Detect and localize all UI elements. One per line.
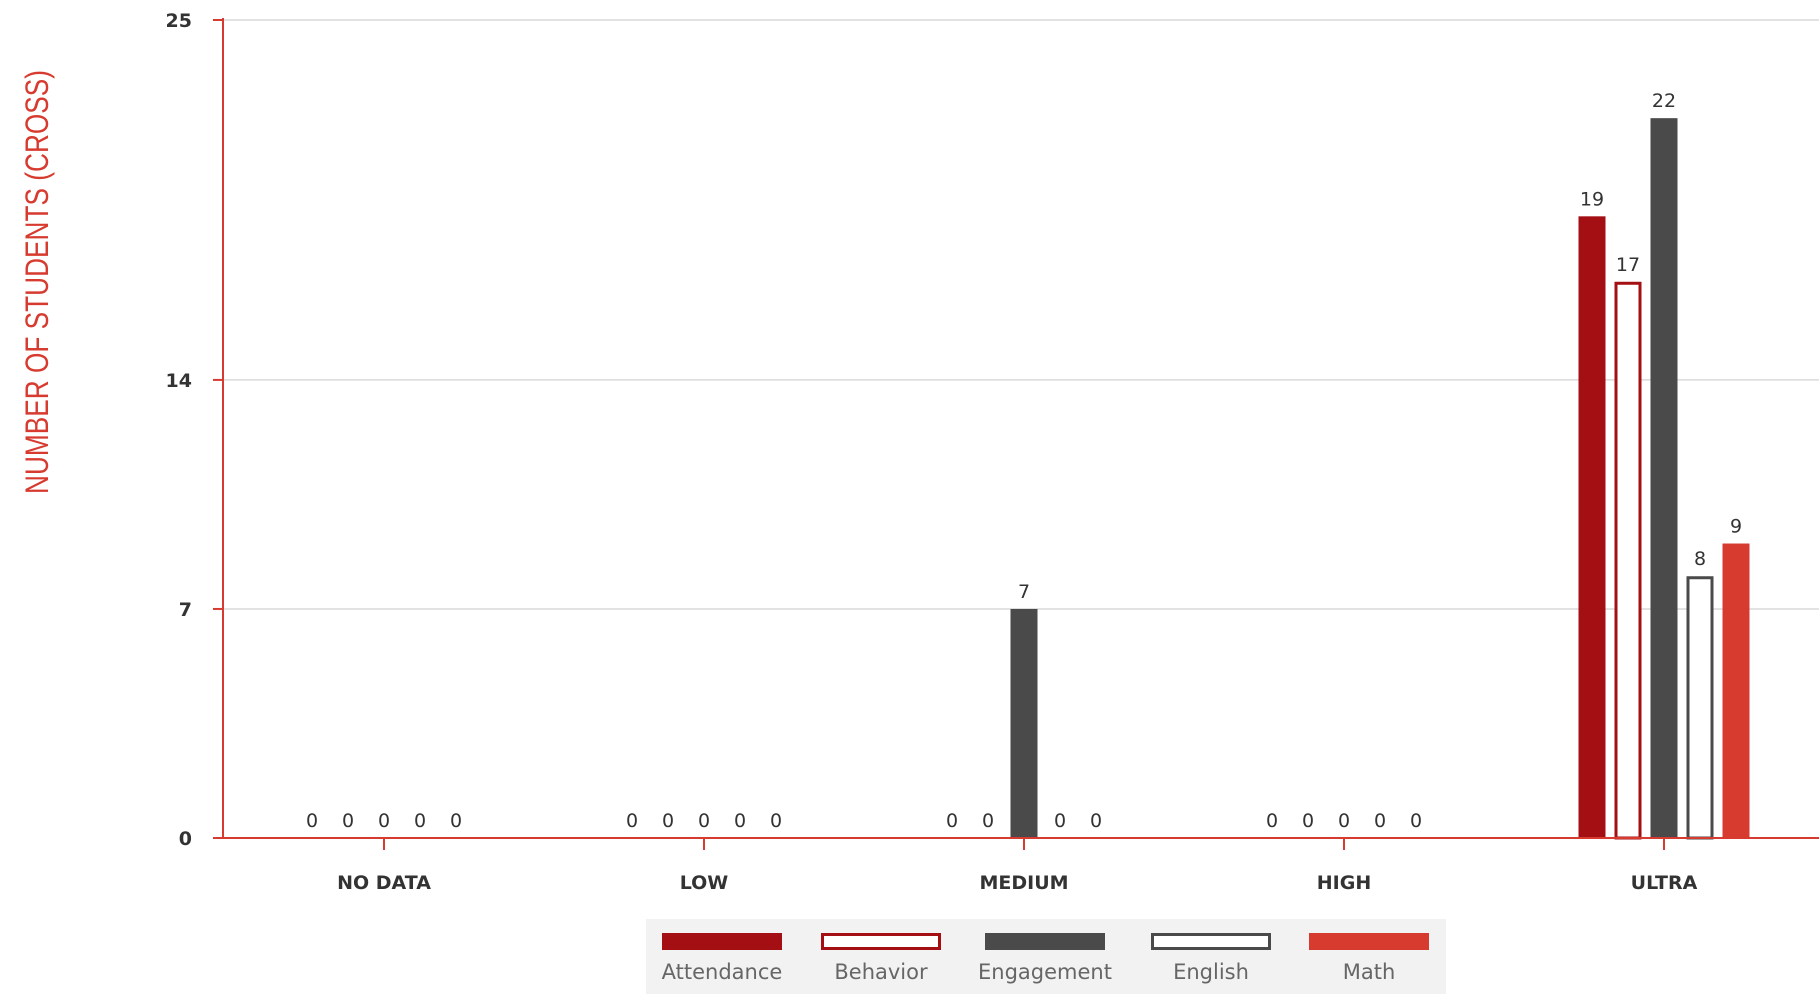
data-label: 9 <box>1730 516 1742 538</box>
data-label: 17 <box>1616 254 1640 276</box>
y-tick-label: 7 <box>179 599 192 621</box>
x-tick-label: HIGH <box>1317 872 1371 894</box>
legend-label: Attendance <box>662 960 783 984</box>
bar <box>1686 576 1714 840</box>
y-axis-title: NUMBER OF STUDENTS (CROSS) <box>19 70 55 494</box>
legend-label: Behavior <box>834 960 928 984</box>
legend-swatch <box>1151 933 1271 950</box>
data-label: 0 <box>734 810 746 832</box>
legend-swatch <box>662 933 782 950</box>
data-label: 22 <box>1652 90 1676 112</box>
data-label: 0 <box>626 810 638 832</box>
data-label: 0 <box>414 810 426 832</box>
axes: 0 7 14 25 NO DATA LOW MEDIUM HIGH ULTRA <box>166 10 1819 894</box>
x-tick-label: ULTRA <box>1631 872 1698 894</box>
data-label: 0 <box>450 810 462 832</box>
legend-label: Engagement <box>978 960 1112 984</box>
data-label: 0 <box>378 810 390 832</box>
legend-background <box>646 919 1446 994</box>
data-label: 0 <box>1338 810 1350 832</box>
data-label: 0 <box>342 810 354 832</box>
bar <box>1614 281 1642 840</box>
legend: Attendance Behavior Engagement English Math <box>646 919 1446 994</box>
bar <box>1578 216 1606 838</box>
legend-swatch <box>985 933 1105 950</box>
x-tick-label: NO DATA <box>337 872 431 894</box>
legend-label: Math <box>1343 960 1396 984</box>
bar <box>1722 543 1750 838</box>
data-label: 0 <box>946 810 958 832</box>
data-label: 0 <box>982 810 994 832</box>
bars <box>1010 118 1750 840</box>
bar <box>1650 118 1678 838</box>
data-label: 0 <box>770 810 782 832</box>
bar <box>1010 608 1038 838</box>
data-label: 8 <box>1694 548 1706 570</box>
data-labels: 0 0 0 0 0 0 0 0 0 0 0 0 7 0 0 0 0 0 0 0 19 17 22 8 9 <box>306 90 1742 832</box>
data-label: 0 <box>1302 810 1314 832</box>
data-label: 0 <box>1374 810 1386 832</box>
y-tick-label: 25 <box>166 10 192 32</box>
x-tick-label: LOW <box>680 872 729 894</box>
data-label: 0 <box>698 810 710 832</box>
data-label: 0 <box>1410 810 1422 832</box>
data-label: 0 <box>1090 810 1102 832</box>
data-label: 0 <box>306 810 318 832</box>
data-label: 0 <box>1054 810 1066 832</box>
data-label: 19 <box>1580 188 1604 210</box>
legend-swatch <box>1309 933 1429 950</box>
data-label: 0 <box>1266 810 1278 832</box>
y-tick-label: 0 <box>179 828 192 850</box>
legend-label: English <box>1173 960 1249 984</box>
data-label: 7 <box>1018 581 1030 603</box>
data-label: 0 <box>662 810 674 832</box>
y-tick-label: 14 <box>166 370 192 392</box>
x-tick-label: MEDIUM <box>979 872 1068 894</box>
legend-swatch <box>821 933 941 950</box>
